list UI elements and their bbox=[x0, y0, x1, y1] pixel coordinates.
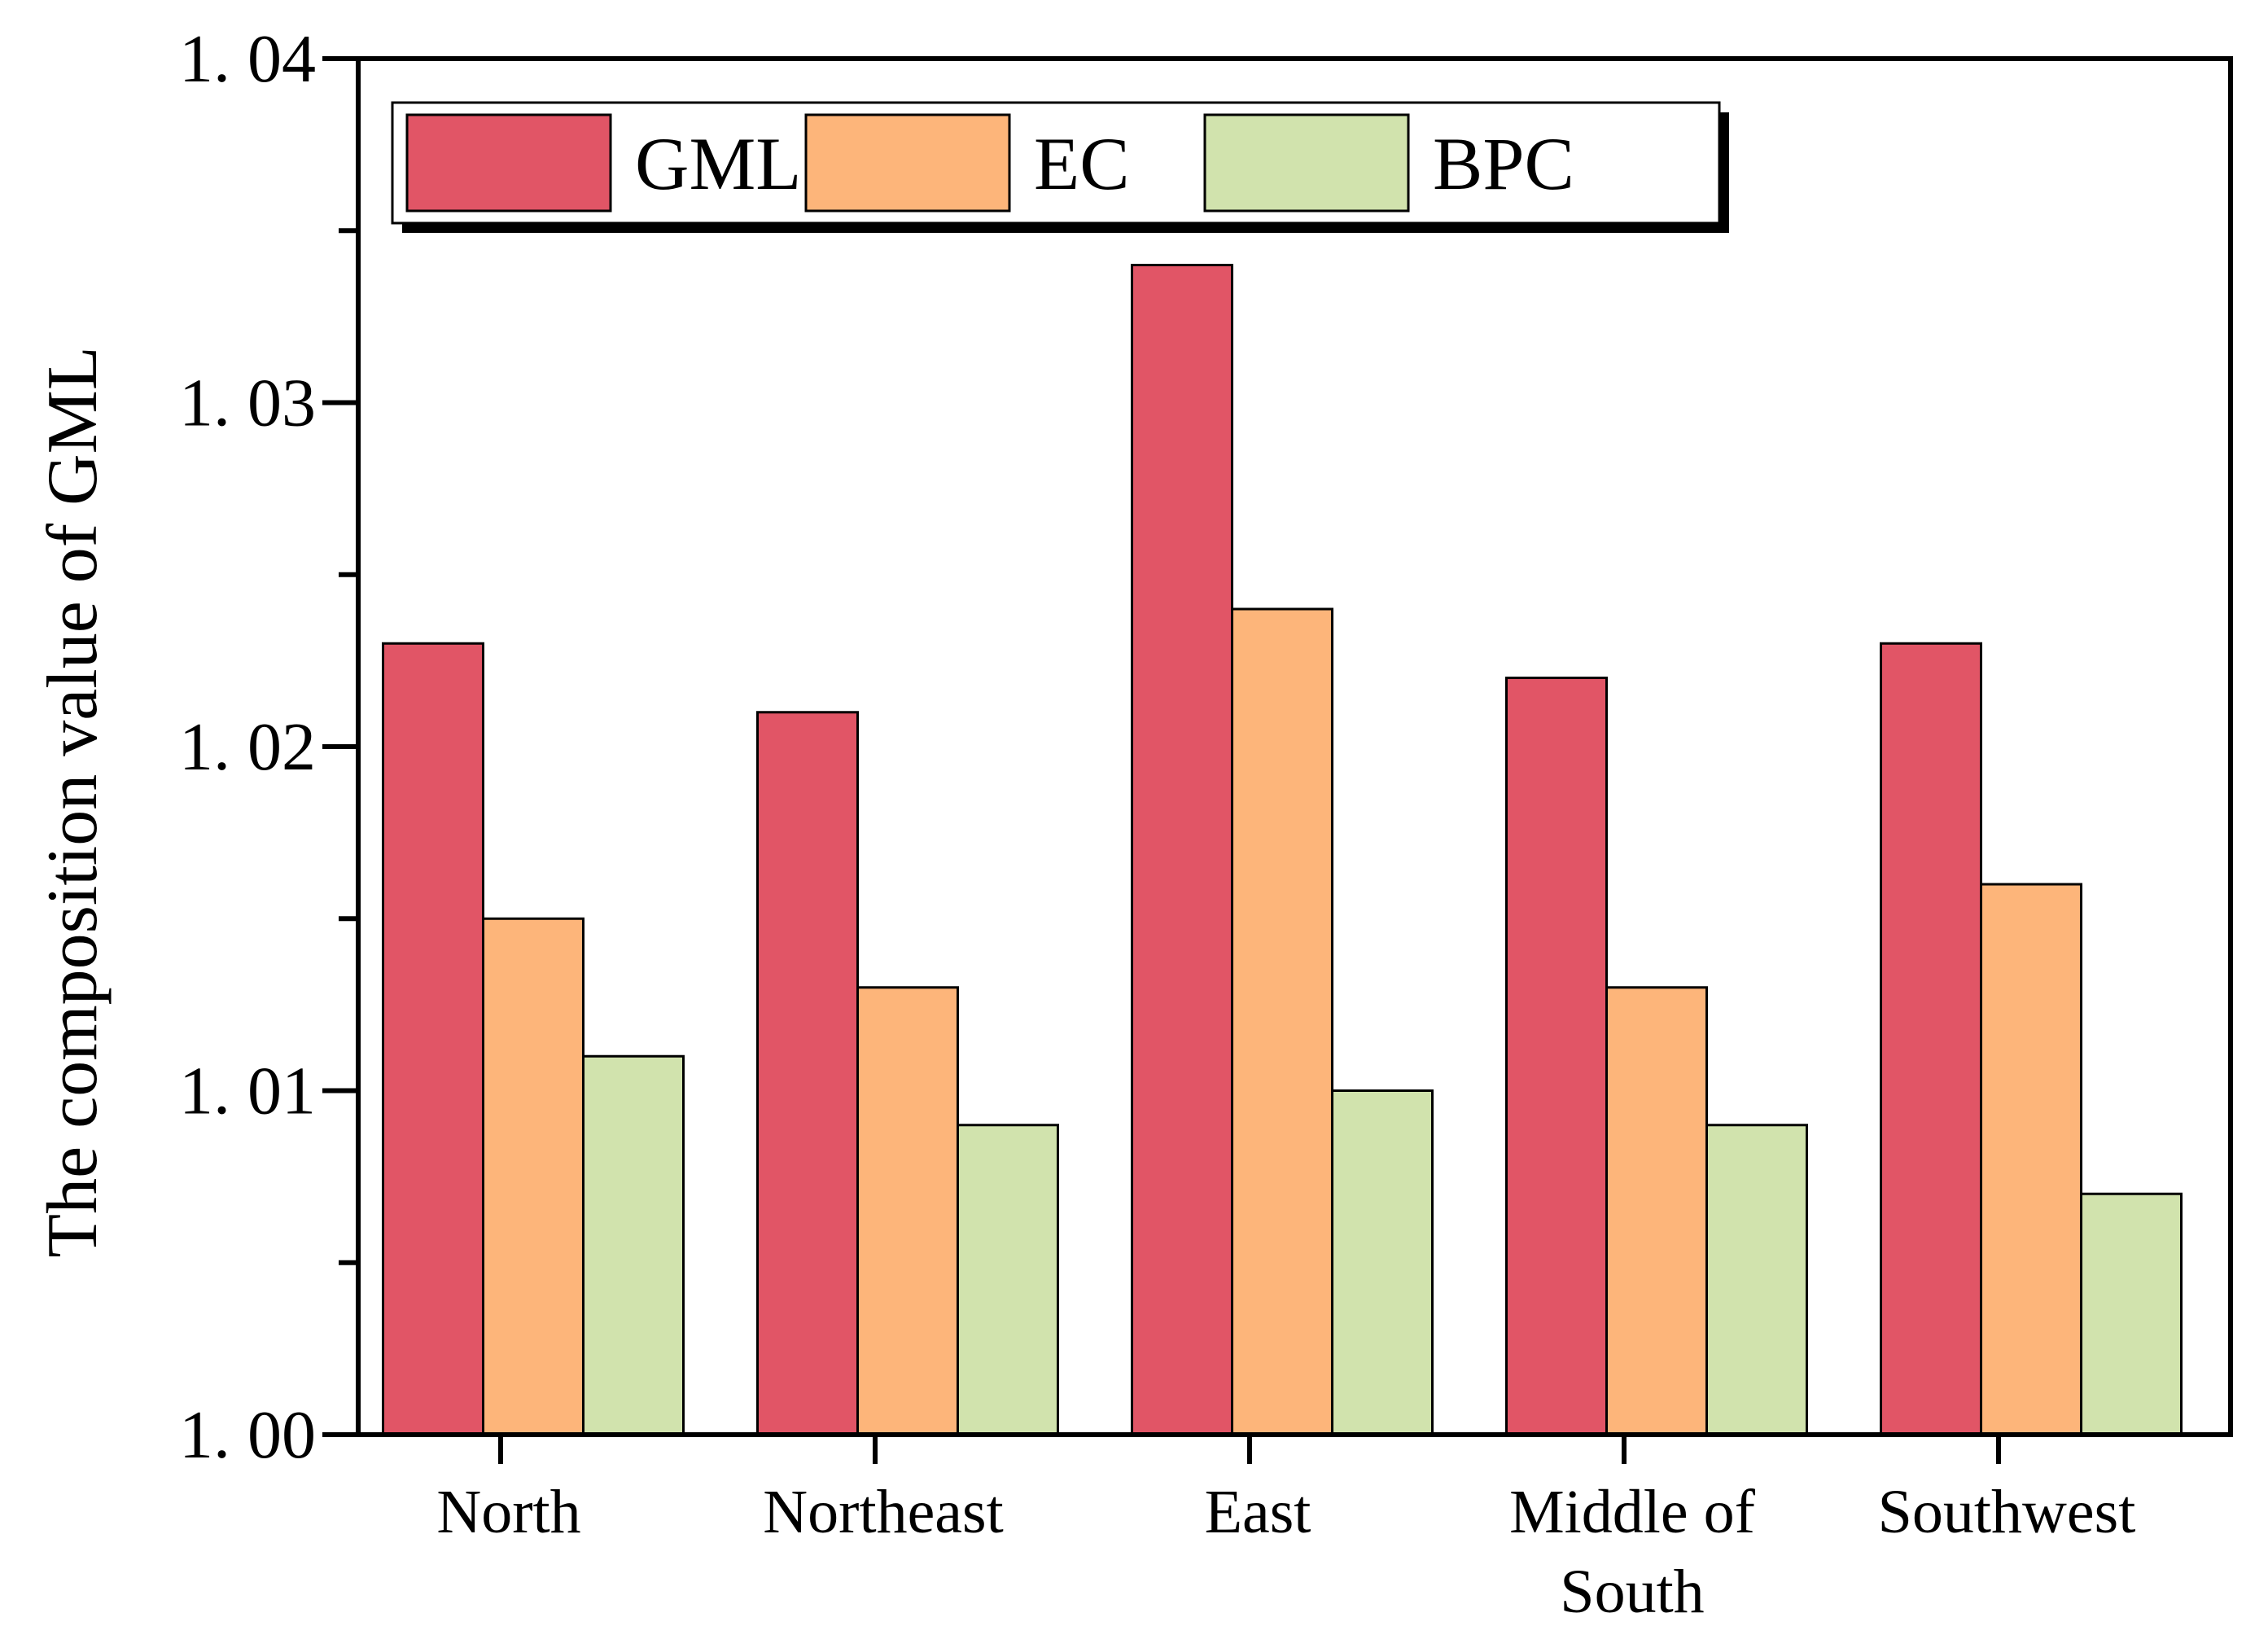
y-tick-label: 1. 02 bbox=[179, 709, 316, 785]
bar-ec-2 bbox=[1231, 607, 1333, 1436]
y-tick-label: 1. 03 bbox=[179, 366, 316, 441]
bar-bpc-2 bbox=[1331, 1089, 1434, 1436]
legend-label-ec: EC bbox=[1034, 122, 1130, 205]
y-axis-label: The composition value of GML bbox=[33, 346, 112, 1257]
x-tick-label: Middle of South bbox=[1509, 1478, 1756, 1626]
bar-gml-4 bbox=[1880, 642, 1982, 1436]
bar-bpc-1 bbox=[957, 1124, 1059, 1436]
x-tick-label: Northeast bbox=[763, 1478, 1003, 1546]
y-tick-label: 1. 00 bbox=[179, 1397, 316, 1473]
x-tick-label-line: South bbox=[1560, 1558, 1704, 1626]
y-tick-label: 1. 01 bbox=[179, 1054, 316, 1129]
x-tick-label-line: Northeast bbox=[763, 1478, 1003, 1546]
labels-layer: 1. 00 1. 01 1. 02 1. 03 1. 04 North Northeast E… bbox=[179, 21, 2135, 1626]
x-tick-label-line: Middle of bbox=[1509, 1478, 1756, 1546]
bar-ec-1 bbox=[856, 986, 959, 1436]
bar-ec-3 bbox=[1605, 986, 1708, 1436]
bar-gml-0 bbox=[382, 642, 484, 1436]
y-tick-label: 1. 04 bbox=[179, 21, 316, 97]
x-tick-label-line: Southwest bbox=[1878, 1478, 2136, 1546]
legend-box bbox=[391, 101, 1721, 225]
x-tick-label: North bbox=[436, 1478, 580, 1546]
legend-label-gml: GML bbox=[635, 122, 801, 205]
bar-bpc-0 bbox=[582, 1054, 685, 1436]
x-tick-label: East bbox=[1205, 1478, 1311, 1546]
legend-swatch-ec bbox=[804, 113, 1011, 213]
bar-ec-0 bbox=[482, 917, 585, 1436]
x-tick-label-line: North bbox=[436, 1478, 580, 1546]
bar-ec-4 bbox=[1980, 883, 2082, 1436]
bar-bpc-4 bbox=[2080, 1192, 2183, 1436]
legend-label-bpc: BPC bbox=[1433, 122, 1574, 205]
bar-gml-2 bbox=[1131, 264, 1233, 1436]
axes-layer bbox=[322, 56, 2233, 1464]
legend-swatch-gml bbox=[405, 113, 612, 213]
bars-layer bbox=[382, 264, 2183, 1436]
legend: GML EC BPC bbox=[391, 101, 1729, 233]
x-tick-label: Southwest bbox=[1878, 1478, 2136, 1546]
bar-gml-3 bbox=[1505, 677, 1608, 1436]
bar-bpc-3 bbox=[1705, 1124, 1808, 1436]
x-tick-label-line: East bbox=[1205, 1478, 1311, 1546]
legend-swatch-bpc bbox=[1203, 113, 1410, 213]
bar-gml-1 bbox=[756, 711, 859, 1436]
